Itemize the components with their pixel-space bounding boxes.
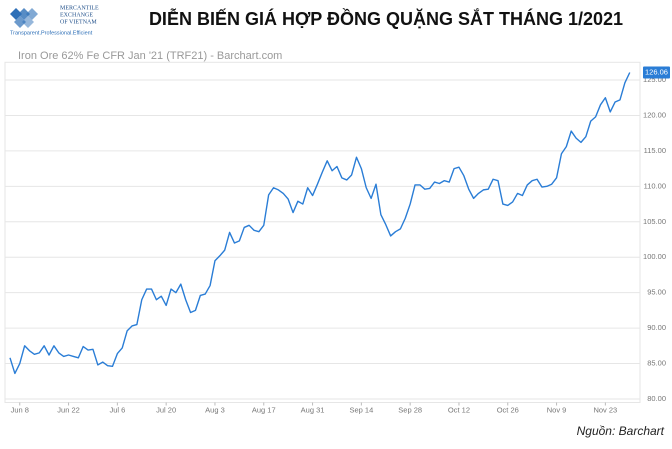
y-tick-label: 95.00 (647, 288, 666, 297)
last-value-badge (643, 66, 670, 79)
logo-text: EXCHANGE (60, 12, 93, 18)
y-tick-label: 90.00 (647, 323, 666, 332)
y-tick-label: 125.00 (643, 75, 666, 84)
last-value-label: 126.06 (645, 67, 668, 76)
x-tick-label: Jun 8 (11, 405, 29, 414)
chart-title: DIỄN BIẾN GIÁ HỢP ĐỒNG QUẶNG SẮT THÁNG 1… (149, 8, 623, 29)
x-tick-label: Jul 20 (156, 405, 176, 414)
x-tick-label: Aug 3 (205, 405, 225, 414)
x-tick-label: Aug 17 (252, 405, 276, 414)
x-tick-label: Nov 23 (593, 405, 617, 414)
x-tick-label: Nov 9 (547, 405, 567, 414)
x-tick-label: Oct 26 (497, 405, 519, 414)
plot-area (4, 61, 641, 404)
x-tick-label: Jul 6 (109, 405, 125, 414)
logo-tagline: Transparent.Professional.Efficient (10, 30, 93, 36)
y-tick-label: 105.00 (643, 217, 666, 226)
x-tick-label: Sep 14 (349, 405, 373, 414)
x-tick-label: Oct 12 (448, 405, 470, 414)
x-tick-label: Jun 22 (57, 405, 80, 414)
y-tick-label: 120.00 (643, 110, 666, 119)
chart-subtitle: Iron Ore 62% Fe CFR Jan '21 (TRF21) - Ba… (18, 50, 282, 62)
price-line (9, 72, 631, 375)
source: Nguồn: Barchart (577, 424, 665, 438)
y-tick-label: 110.00 (644, 181, 666, 190)
y-tick-label: 80.00 (647, 394, 666, 403)
logo-text: OF VIETNAM (60, 19, 97, 25)
y-tick-label: 85.00 (647, 359, 666, 368)
logo-text: MERCANTILE (60, 5, 99, 11)
x-tick-label: Aug 31 (301, 405, 325, 414)
logo-icon (10, 8, 38, 28)
y-tick-label: 100.00 (643, 252, 666, 261)
x-tick-label: Sep 28 (398, 405, 422, 414)
y-tick-label: 115.00 (644, 146, 666, 155)
